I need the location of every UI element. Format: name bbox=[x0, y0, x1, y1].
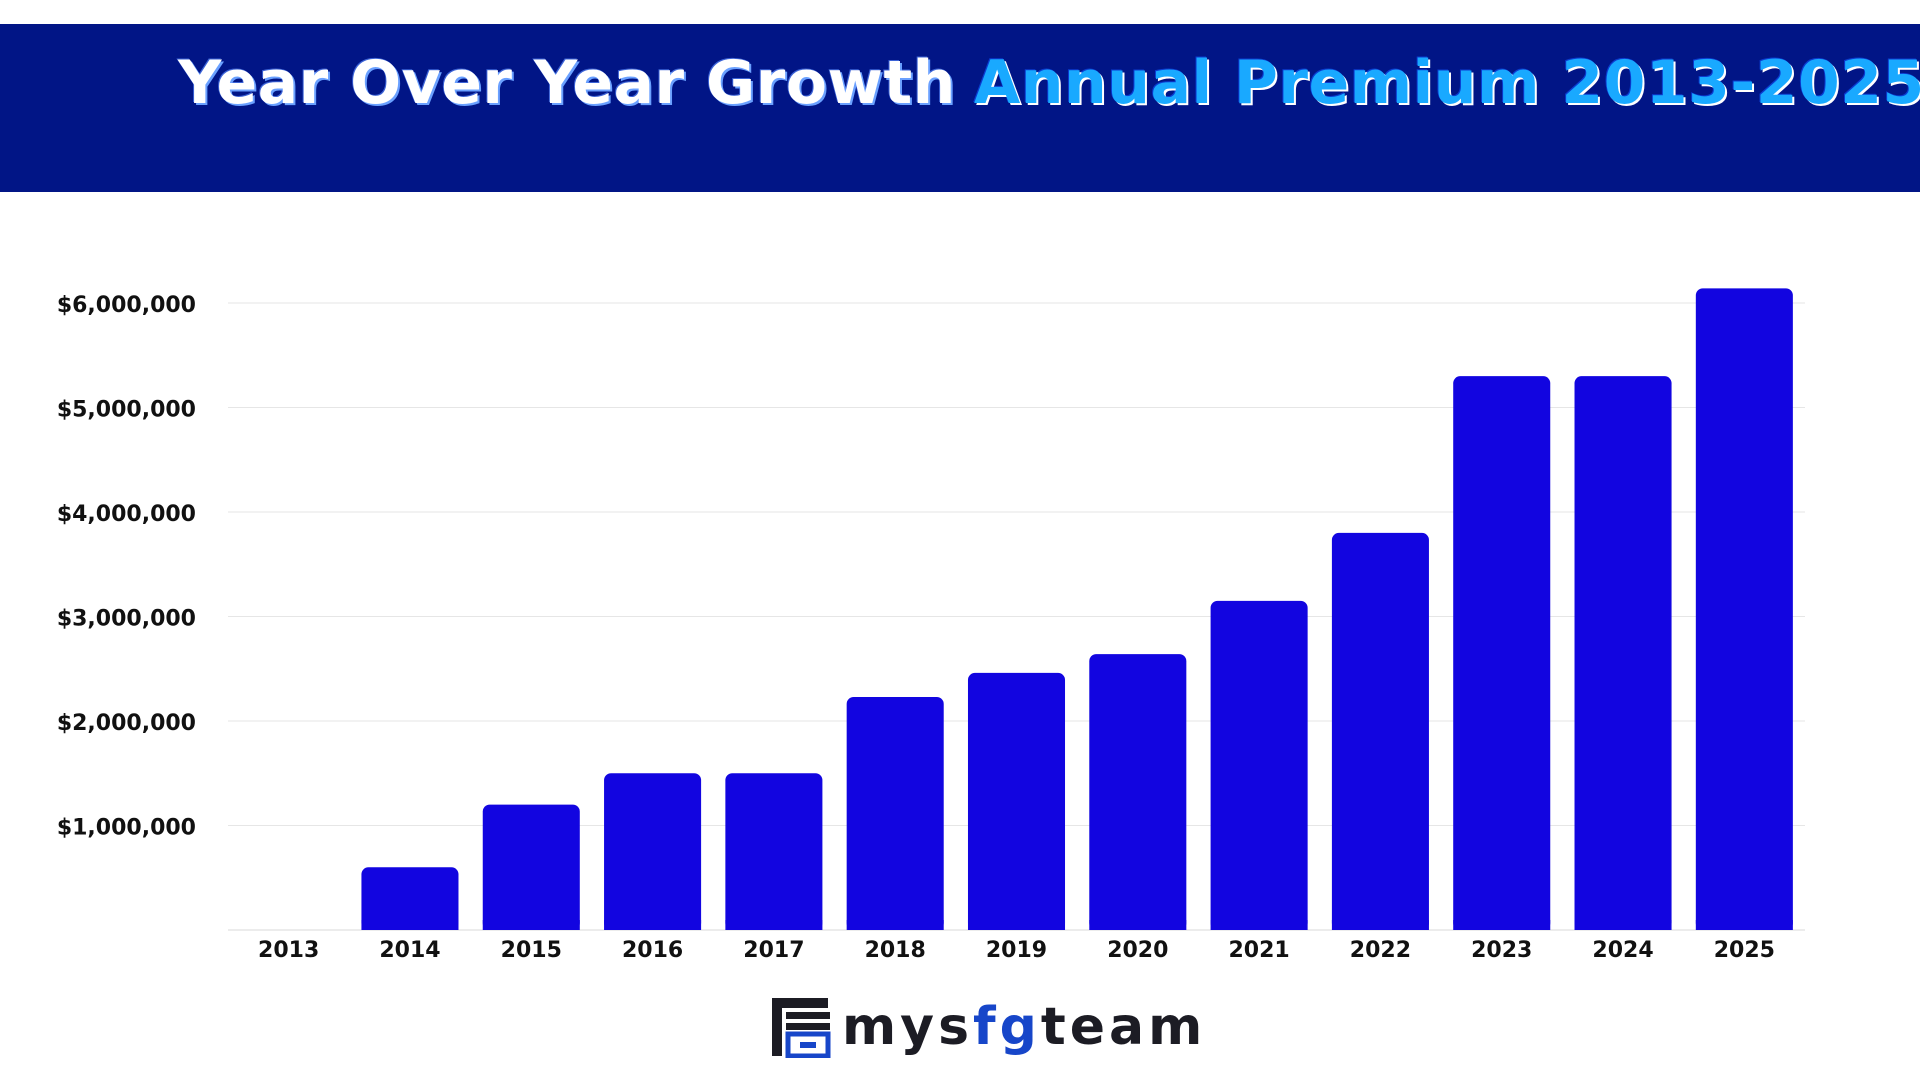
x-tick-label: 2017 bbox=[743, 938, 804, 963]
logo-wordmark: mysfgteam bbox=[842, 1001, 1206, 1053]
bar-2023 bbox=[1453, 376, 1551, 930]
x-axis-ticks: 2013 2014 2015 2016 2017 2018 2019 2020 2021 2022… bbox=[258, 938, 1775, 963]
logo-text-accent: fg bbox=[973, 997, 1041, 1057]
bar-2016 bbox=[604, 773, 702, 930]
bar-2015 bbox=[482, 804, 580, 930]
bar-base-2017 bbox=[725, 920, 823, 930]
logo-text-left: mys bbox=[842, 997, 974, 1057]
x-tick-label: 2018 bbox=[865, 938, 926, 963]
title-part-2: Annual Premium 2013-2025 bbox=[973, 48, 1920, 118]
y-tick-label: $2,000,000 bbox=[57, 711, 196, 736]
bar-2024 bbox=[1574, 376, 1672, 930]
mysfgteam-logo: mysfgteam bbox=[770, 995, 1206, 1059]
x-tick-label: 2021 bbox=[1228, 938, 1289, 963]
bar-2025 bbox=[1695, 288, 1793, 930]
x-tick-label: 2022 bbox=[1350, 938, 1411, 963]
bar-base-2025 bbox=[1695, 920, 1793, 930]
mysfgteam-logo-icon bbox=[772, 998, 831, 1058]
y-tick-label: $6,000,000 bbox=[57, 293, 196, 318]
bar-2022 bbox=[1331, 532, 1429, 930]
x-tick-label: 2015 bbox=[501, 938, 562, 963]
y-tick-label: $5,000,000 bbox=[57, 398, 196, 423]
x-tick-label: 2025 bbox=[1714, 938, 1775, 963]
x-tick-label: 2014 bbox=[379, 938, 440, 963]
title-part-1: Year Over Year Growth bbox=[178, 48, 956, 118]
bar-base-2015 bbox=[482, 920, 580, 930]
x-tick-label: 2024 bbox=[1592, 938, 1653, 963]
bar-base-2023 bbox=[1453, 920, 1551, 930]
bar-base-2024 bbox=[1574, 920, 1672, 930]
bar-base-2022 bbox=[1331, 920, 1429, 930]
title-banner bbox=[0, 24, 1920, 192]
x-tick-label: 2013 bbox=[258, 938, 319, 963]
chart-title: Year Over Year Growth Annual Premium 2013… bbox=[178, 48, 1920, 118]
y-axis-ticks: $1,000,000 $2,000,000 $3,000,000 $4,000,000… bbox=[57, 293, 196, 841]
bar-base-2018 bbox=[846, 920, 944, 930]
y-tick-label: $3,000,000 bbox=[57, 607, 196, 632]
bar-2019 bbox=[967, 672, 1066, 930]
logo-text-right: team bbox=[1040, 997, 1207, 1057]
x-tick-label: 2020 bbox=[1107, 938, 1168, 963]
bar-2017 bbox=[725, 773, 823, 930]
bar-base-2016 bbox=[604, 920, 702, 930]
x-tick-label: 2019 bbox=[986, 938, 1047, 963]
bar-2018 bbox=[846, 696, 944, 930]
x-tick-label: 2016 bbox=[622, 938, 683, 963]
y-tick-label: $1,000,000 bbox=[57, 816, 196, 841]
bar-base-2019 bbox=[967, 920, 1066, 930]
bar-base-2021 bbox=[1210, 920, 1308, 930]
bar-2021 bbox=[1210, 600, 1308, 930]
y-tick-label: $4,000,000 bbox=[57, 502, 196, 527]
bars bbox=[361, 288, 1793, 930]
x-tick-label: 2023 bbox=[1471, 938, 1532, 963]
bar-2020 bbox=[1089, 654, 1187, 930]
bar-base-2020 bbox=[1089, 920, 1187, 930]
bar-base-2014 bbox=[361, 920, 459, 930]
bar-2014 bbox=[361, 867, 459, 930]
